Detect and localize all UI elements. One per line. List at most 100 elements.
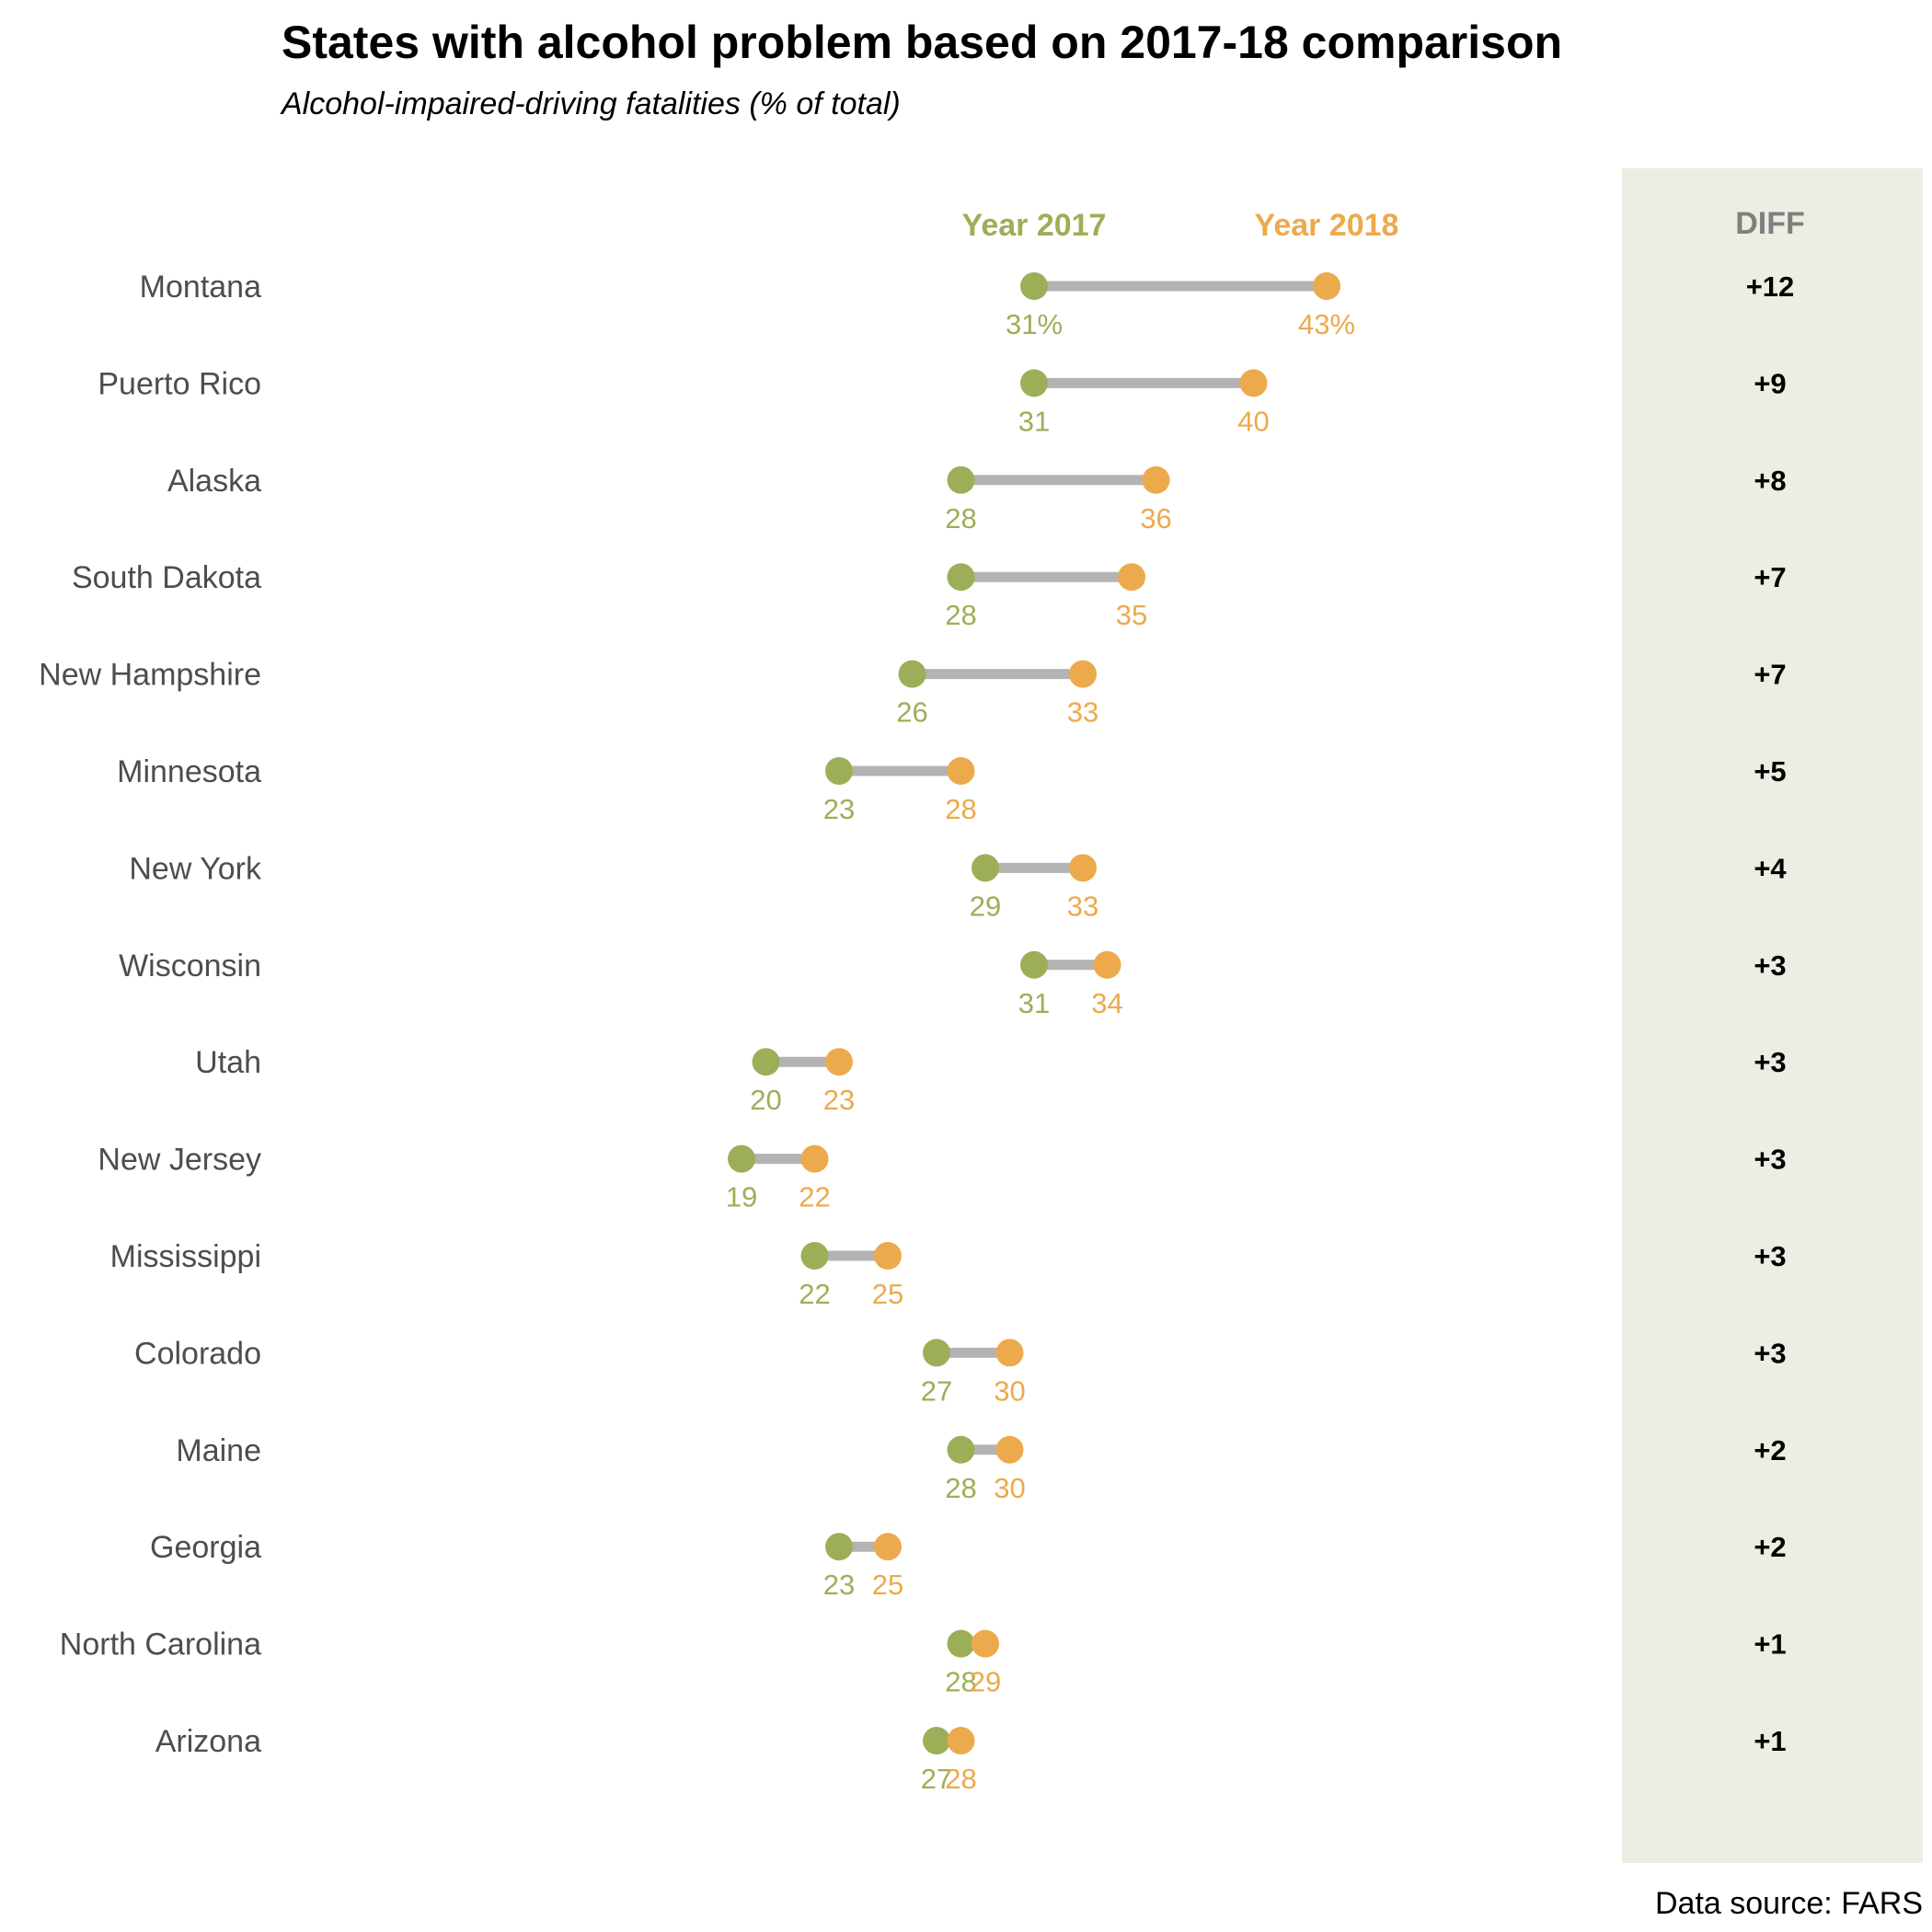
point-2018 <box>1239 369 1268 397</box>
dumbbell-row: Alaska 28 36 +8 <box>167 464 1787 535</box>
point-2017 <box>947 1435 975 1464</box>
value-label-2018: 33 <box>1067 696 1098 729</box>
point-2018 <box>1142 466 1170 494</box>
point-2018 <box>1069 660 1097 688</box>
data-source-caption: Data source: FARS <box>1655 1886 1923 1921</box>
diff-value: +4 <box>1754 852 1787 884</box>
chart-rows: Montana 31% 43% +12 Puerto Rico 31 40 +9 Alaska 2… <box>39 270 1794 1795</box>
dumbbell-row: South Dakota 28 35 +7 <box>72 560 1787 631</box>
value-label-2017: 23 <box>823 1569 855 1601</box>
diff-value: +12 <box>1746 270 1795 303</box>
state-label: Utah <box>195 1045 261 1080</box>
point-2017 <box>825 757 853 785</box>
state-label: Wisconsin <box>119 949 261 983</box>
value-label-2017: 23 <box>823 793 855 825</box>
value-label-2017: 31% <box>1006 308 1063 340</box>
point-2018 <box>995 1435 1024 1464</box>
point-2018 <box>972 1629 999 1658</box>
diff-panel-background <box>1622 168 1923 1863</box>
value-label-2017: 20 <box>750 1084 781 1116</box>
diff-header: DIFF <box>1735 206 1805 241</box>
diff-value: +3 <box>1754 1337 1786 1369</box>
dumbbell-row: Colorado 27 30 +3 <box>134 1336 1787 1407</box>
value-label-2018: 30 <box>994 1472 1025 1504</box>
dumbbell-row: New Jersey 19 22 +3 <box>98 1143 1786 1213</box>
point-2018 <box>1093 950 1121 979</box>
state-label: Minnesota <box>117 754 261 789</box>
value-label-2018: 25 <box>872 1278 903 1310</box>
value-label-2017: 27 <box>921 1374 952 1407</box>
point-2017 <box>800 1242 829 1270</box>
point-2017 <box>947 563 975 592</box>
value-label-2017: 28 <box>945 599 976 631</box>
point-2018 <box>947 1727 975 1754</box>
state-label: Colorado <box>134 1336 261 1371</box>
legend-year-2017: Year 2017 <box>962 208 1107 243</box>
value-label-2017: 28 <box>945 1666 976 1698</box>
legend-year-2018: Year 2018 <box>1255 208 1399 243</box>
diff-value: +1 <box>1754 1725 1786 1757</box>
point-2017 <box>923 1339 950 1367</box>
state-label: Montana <box>140 270 261 305</box>
diff-value: +3 <box>1754 1046 1786 1078</box>
dumbbell-row: New Hampshire 26 33 +7 <box>39 658 1787 729</box>
point-2017 <box>752 1048 780 1076</box>
state-label: Alaska <box>167 464 261 499</box>
value-label-2017: 29 <box>970 890 1001 922</box>
diff-value: +5 <box>1754 755 1786 788</box>
chart-subtitle: Alcohol-impaired-driving fatalities (% o… <box>280 86 901 121</box>
value-label-2017: 26 <box>896 696 927 729</box>
state-label: Mississippi <box>110 1239 261 1274</box>
value-label-2017: 28 <box>945 1472 976 1504</box>
point-2018 <box>1069 854 1097 882</box>
value-label-2017: 27 <box>921 1763 952 1795</box>
value-label-2018: 33 <box>1067 890 1098 922</box>
point-2017 <box>1020 272 1048 300</box>
diff-value: +2 <box>1754 1531 1786 1563</box>
value-label-2018: 22 <box>799 1181 830 1213</box>
point-2018 <box>874 1242 902 1270</box>
point-2017 <box>1020 950 1048 979</box>
state-label: Arizona <box>155 1724 261 1759</box>
point-2017 <box>825 1533 853 1561</box>
diff-value: +2 <box>1754 1434 1786 1466</box>
diff-value: +1 <box>1754 1628 1786 1661</box>
dumbbell-row: Maine 28 30 +2 <box>176 1433 1786 1504</box>
state-label: New Jersey <box>98 1143 261 1178</box>
value-label-2018: 40 <box>1237 405 1269 437</box>
value-label-2018: 43% <box>1298 308 1355 340</box>
chart-title: States with alcohol problem based on 201… <box>282 17 1562 68</box>
point-2017 <box>972 854 999 882</box>
value-label-2017: 19 <box>726 1181 757 1213</box>
value-label-2018: 29 <box>970 1666 1001 1698</box>
state-label: Puerto Rico <box>98 366 261 401</box>
point-2017 <box>728 1144 755 1173</box>
point-2017 <box>898 660 926 688</box>
value-label-2017: 31 <box>1018 405 1050 437</box>
point-2018 <box>947 757 975 785</box>
state-label: New Hampshire <box>39 658 261 693</box>
state-label: North Carolina <box>60 1627 261 1662</box>
point-2017 <box>947 466 975 494</box>
dumbbell-row: Mississippi 22 25 +3 <box>110 1239 1787 1310</box>
point-2018 <box>995 1339 1024 1367</box>
diff-value: +7 <box>1754 561 1786 593</box>
dumbbell-row: Minnesota 23 28 +5 <box>117 754 1787 825</box>
diff-value: +7 <box>1754 659 1786 691</box>
state-label: Georgia <box>150 1530 261 1565</box>
diff-value: +9 <box>1754 367 1786 399</box>
dumbbell-row: Puerto Rico 31 40 +9 <box>98 366 1786 437</box>
value-label-2018: 34 <box>1091 987 1122 1019</box>
diff-value: +3 <box>1754 949 1786 982</box>
dumbbell-row: Georgia 23 25 +2 <box>150 1530 1787 1601</box>
value-label-2018: 28 <box>945 1763 976 1795</box>
value-label-2018: 36 <box>1140 502 1171 535</box>
value-label-2017: 28 <box>945 502 976 535</box>
point-2017 <box>923 1727 950 1754</box>
point-2018 <box>1313 272 1340 300</box>
value-label-2018: 30 <box>994 1374 1025 1407</box>
value-label-2018: 23 <box>823 1084 855 1116</box>
